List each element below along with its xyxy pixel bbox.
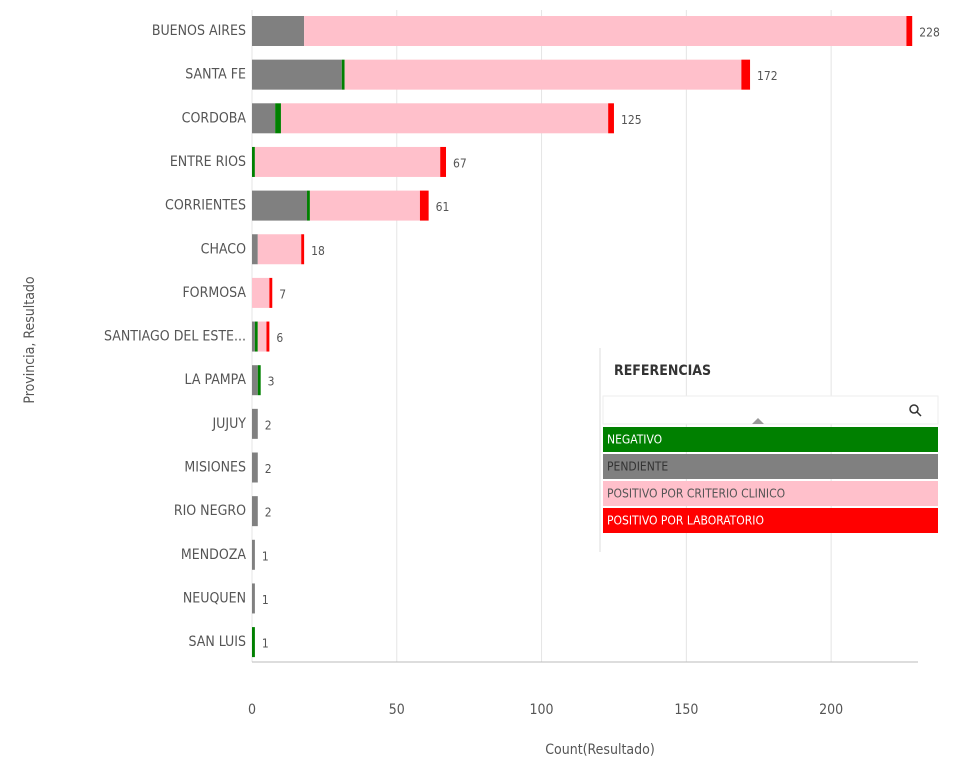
total-label: 228	[919, 26, 940, 40]
bar-segment	[419, 190, 429, 221]
legend-swatch[interactable]	[603, 508, 938, 533]
total-label: 172	[757, 69, 778, 83]
y-tick-label: CHACO	[201, 241, 246, 257]
bar-segment	[304, 16, 907, 46]
y-tick-label: LA PAMPA	[185, 372, 247, 388]
legend-title: REFERENCIAS	[614, 363, 711, 379]
search-icon[interactable]	[909, 404, 919, 414]
bar-segment	[608, 103, 614, 134]
x-tick-label: 200	[819, 702, 843, 718]
bar-segment	[906, 16, 913, 46]
y-tick-label: CORDOBA	[182, 110, 247, 126]
legend-label: POSITIVO POR LABORATORIO	[607, 514, 764, 528]
total-label: 2	[265, 418, 272, 432]
total-label: 1	[262, 549, 269, 563]
x-tick-label: 150	[674, 702, 698, 718]
y-tick-label: RIO NEGRO	[174, 503, 246, 519]
bar-segment	[252, 59, 342, 90]
bar-segment	[252, 234, 258, 265]
legend-search[interactable]	[602, 395, 939, 425]
bar-segment	[252, 627, 255, 658]
bar-segment	[344, 59, 742, 90]
total-label: 61	[436, 200, 450, 214]
bar-segment	[309, 190, 420, 221]
legend-swatch[interactable]	[603, 481, 938, 506]
bar-segment	[252, 321, 255, 352]
total-label: 2	[265, 462, 272, 476]
legend-swatch[interactable]	[603, 454, 938, 479]
total-label: 7	[279, 287, 286, 301]
y-tick-label: FORMOSA	[182, 285, 246, 301]
y-tick-label: SANTA FE	[185, 67, 246, 83]
total-label: 2	[265, 506, 272, 520]
legend-label: PENDIENTE	[607, 460, 668, 474]
search-icon-handle	[916, 411, 922, 417]
bar-segment	[741, 59, 751, 90]
legend-swatch[interactable]	[603, 427, 938, 452]
bar-segment	[341, 59, 345, 90]
bar-segment	[257, 365, 261, 396]
bar-segment	[301, 234, 305, 265]
legend: REFERENCIAS NEGATIVO PENDIENTE POSITIVO PO…	[599, 348, 939, 552]
legend-label: NEGATIVO	[607, 433, 662, 447]
x-tick-label: 50	[389, 702, 405, 718]
total-label: 3	[268, 375, 275, 389]
y-tick-label: ENTRE RIOS	[170, 154, 246, 170]
bar-segment	[252, 277, 270, 308]
y-tick-label: JUJUY	[211, 416, 246, 432]
total-label: 1	[262, 637, 269, 651]
bar-segment	[252, 452, 258, 483]
bar-segment	[257, 234, 302, 265]
bar-segment	[254, 321, 258, 352]
y-axis-title: Provincia, Resultado	[22, 276, 38, 404]
bar-segment	[275, 103, 281, 134]
bar-segment	[252, 539, 255, 570]
bar-segment	[252, 408, 258, 439]
legend-label: POSITIVO POR CRITERIO CLINICO	[607, 487, 785, 501]
y-tick-label: SANTIAGO DEL ESTE...	[104, 329, 246, 345]
bar-segment	[269, 277, 273, 308]
legend-caret	[752, 418, 764, 424]
bar-segment	[252, 146, 255, 177]
bar-segment	[252, 190, 308, 221]
bar-segment	[252, 583, 255, 614]
total-label: 6	[276, 331, 283, 345]
y-tick-label: NEUQUEN	[183, 590, 246, 606]
bar-segment	[257, 321, 267, 352]
x-tick-label: 0	[248, 702, 256, 718]
y-tick-label: BUENOS AIRES	[152, 23, 246, 39]
y-tick-label: MENDOZA	[181, 547, 246, 563]
y-tick-label: SAN LUIS	[188, 634, 246, 650]
y-tick-label: CORRIENTES	[165, 198, 246, 214]
bar-segment	[252, 496, 258, 527]
total-label: 125	[621, 113, 642, 127]
bar-segment	[280, 103, 609, 134]
total-label: 1	[262, 593, 269, 607]
x-tick-label: 100	[530, 702, 554, 718]
bar-segment	[252, 103, 276, 134]
bar-segment	[440, 146, 447, 177]
bar-segment	[254, 146, 441, 177]
total-label: 18	[311, 244, 325, 258]
bar-segment	[307, 190, 310, 221]
bar-segment	[252, 365, 258, 396]
bar-segment	[266, 321, 270, 352]
total-label: 67	[453, 156, 467, 170]
y-tick-label: MISIONES	[184, 460, 246, 476]
x-axis-title: Count(Resultado)	[545, 742, 655, 758]
bar-segment	[252, 16, 305, 46]
